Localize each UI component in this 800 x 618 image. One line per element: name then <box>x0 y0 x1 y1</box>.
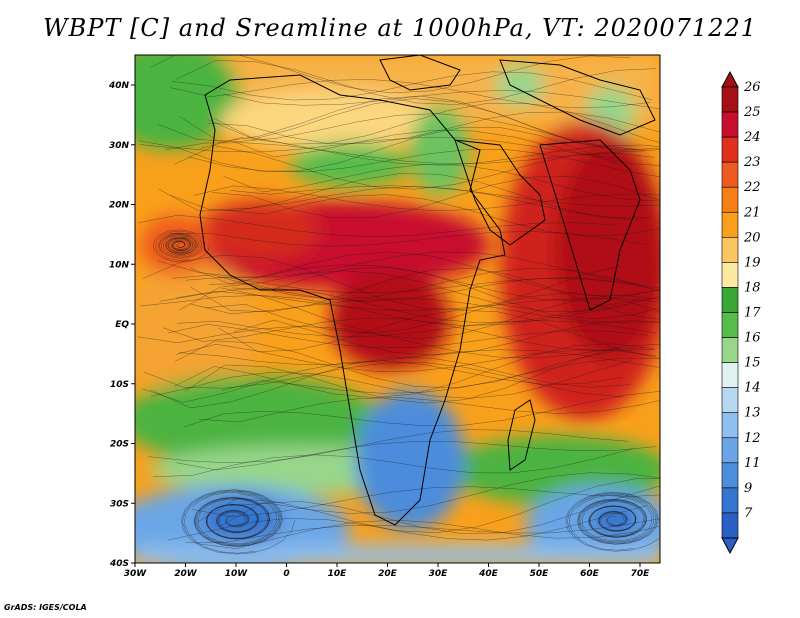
colorbar-swatch <box>721 487 739 514</box>
lat-tick-label: 40N <box>108 81 130 91</box>
colorbar-swatch <box>721 312 739 338</box>
lat-tick-label: 20N <box>109 201 130 211</box>
lat-tick-label: 30N <box>109 141 130 151</box>
lon-tick-label: 30W <box>124 569 148 579</box>
lat-tick-label: 30S <box>110 499 129 509</box>
colorbar-label: 14 <box>744 381 761 396</box>
colorbar-label: 9 <box>744 481 752 496</box>
colorbar-label: 22 <box>743 180 761 195</box>
lat-tick-label: 40S <box>109 559 129 569</box>
colorbar-label: 15 <box>744 356 761 371</box>
colorbar-label: 23 <box>743 155 761 170</box>
lat-tick-label: 10N <box>109 260 130 270</box>
lon-tick-label: 10E <box>328 569 348 579</box>
lat-tick-label: 20S <box>110 440 129 450</box>
footer-credit: GrADS: IGES/COLA <box>4 603 87 612</box>
colorbar-label: 20 <box>743 230 761 245</box>
wbpt-shaded-field <box>135 55 660 563</box>
lat-tick-label: EQ <box>115 320 129 330</box>
colorbar-label: 12 <box>744 431 761 446</box>
colorbar-swatch <box>721 186 739 213</box>
longitude-ticks: 30W 20W 10W 0 10E 20E 30E 40E 50E 60E 70E <box>124 563 650 579</box>
colorbar-label: 21 <box>743 205 761 220</box>
colorbar-swatch <box>721 136 739 163</box>
colorbar-swatch <box>721 111 739 138</box>
lat-tick-label: 10S <box>110 380 129 390</box>
colorbar-swatch <box>721 211 739 238</box>
colorbar-swatch <box>721 512 739 539</box>
colorbar-label: 24 <box>743 130 761 145</box>
lon-tick-label: 60E <box>580 569 600 579</box>
colorbar-label: 11 <box>744 456 761 471</box>
lon-tick-label: 10W <box>225 569 249 579</box>
colorbar-top-arrow <box>721 70 739 88</box>
colorbar-swatch <box>721 237 739 263</box>
map-title: WBPT [C] and Sreamline at 1000hPa, VT: 2… <box>42 14 758 42</box>
lon-tick-label: 40E <box>478 569 499 579</box>
colorbar-bottom-arrow <box>721 537 739 555</box>
lon-tick-label: 20W <box>174 569 198 579</box>
colorbar-label: 13 <box>744 406 761 421</box>
latitude-ticks: 40N 30N 20N 10N EQ 10S 20S 30S 40S <box>108 81 135 569</box>
colorbar-swatch <box>721 86 739 113</box>
colorbar-swatch <box>721 437 739 464</box>
colorbar-label: 26 <box>743 80 761 95</box>
map-frame <box>134 54 661 564</box>
colorbar-swatch <box>721 287 739 313</box>
colorbar-swatch <box>721 362 739 388</box>
colorbar-label: 25 <box>743 105 761 120</box>
colorbar-swatch <box>721 462 739 489</box>
colorbar-swatch <box>721 412 739 439</box>
land-outline <box>199 55 656 526</box>
streamlines <box>137 55 660 555</box>
lon-tick-label: 30E <box>429 569 449 579</box>
colorbar-label: 18 <box>744 280 761 295</box>
lon-tick-label: 20E <box>378 569 398 579</box>
lon-tick-label: 70E <box>631 569 651 579</box>
lon-tick-label: 0 <box>283 569 289 579</box>
colorbar-label: 7 <box>744 506 753 521</box>
colorbar-swatch <box>721 161 739 188</box>
lon-tick-label: 50E <box>530 569 550 579</box>
colorbar-swatch <box>721 262 739 288</box>
colorbar: 26 25 24 23 22 21 20 19 18 17 16 15 14 13 12 11 9 7 <box>721 70 761 555</box>
colorbar-label: 16 <box>744 331 761 346</box>
colorbar-label: 17 <box>744 306 761 321</box>
colorbar-swatch <box>721 387 739 414</box>
colorbar-label: 19 <box>744 255 761 270</box>
colorbar-swatch <box>721 337 739 363</box>
